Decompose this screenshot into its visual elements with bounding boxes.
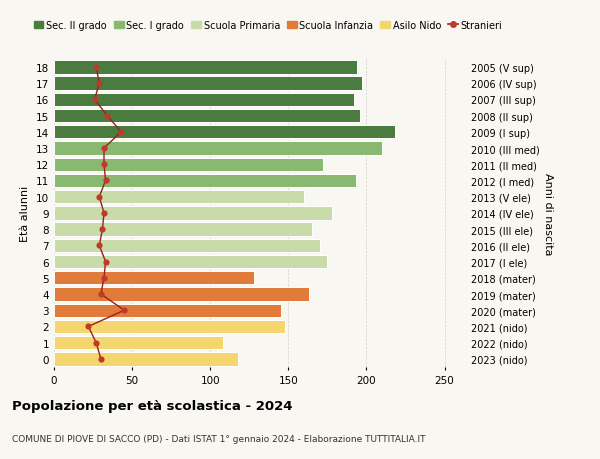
Bar [54,158,323,172]
Point [83,323,93,330]
Bar [54,61,357,74]
Legend: Sec. II grado, Sec. I grado, Scuola Primaria, Scuola Infanzia, Asilo Nido, Stran: Sec. II grado, Sec. I grado, Scuola Prim… [30,17,506,34]
Point [95,242,104,250]
Point [101,177,110,185]
Bar [54,174,356,188]
Point [99,274,109,282]
Point [95,80,104,88]
Point [96,355,106,363]
Point [119,307,129,314]
Bar [54,126,395,139]
Bar [54,142,382,155]
Point [99,210,109,217]
Point [116,129,126,136]
Bar [54,223,312,236]
Y-axis label: Anni di nascita: Anni di nascita [544,172,553,255]
Bar [54,94,354,107]
Bar [54,272,254,285]
Bar [54,110,360,123]
Point [90,96,100,104]
Bar [54,190,304,204]
Text: COMUNE DI PIOVE DI SACCO (PD) - Dati ISTAT 1° gennaio 2024 - Elaborazione TUTTIT: COMUNE DI PIOVE DI SACCO (PD) - Dati IST… [12,434,425,443]
Point [99,145,109,152]
Bar [54,239,320,252]
Bar [54,77,362,90]
Bar [54,304,281,317]
Point [91,64,101,72]
Point [98,226,107,233]
Y-axis label: Età alunni: Età alunni [20,185,31,241]
Bar [54,255,328,269]
Point [101,258,110,266]
Bar [54,207,332,220]
Bar [54,336,223,350]
Bar [54,288,308,301]
Bar [54,320,285,333]
Bar [54,353,238,366]
Point [99,161,109,168]
Text: Popolazione per età scolastica - 2024: Popolazione per età scolastica - 2024 [12,399,293,412]
Point [95,194,104,201]
Point [103,112,112,120]
Point [96,291,106,298]
Point [91,339,101,347]
